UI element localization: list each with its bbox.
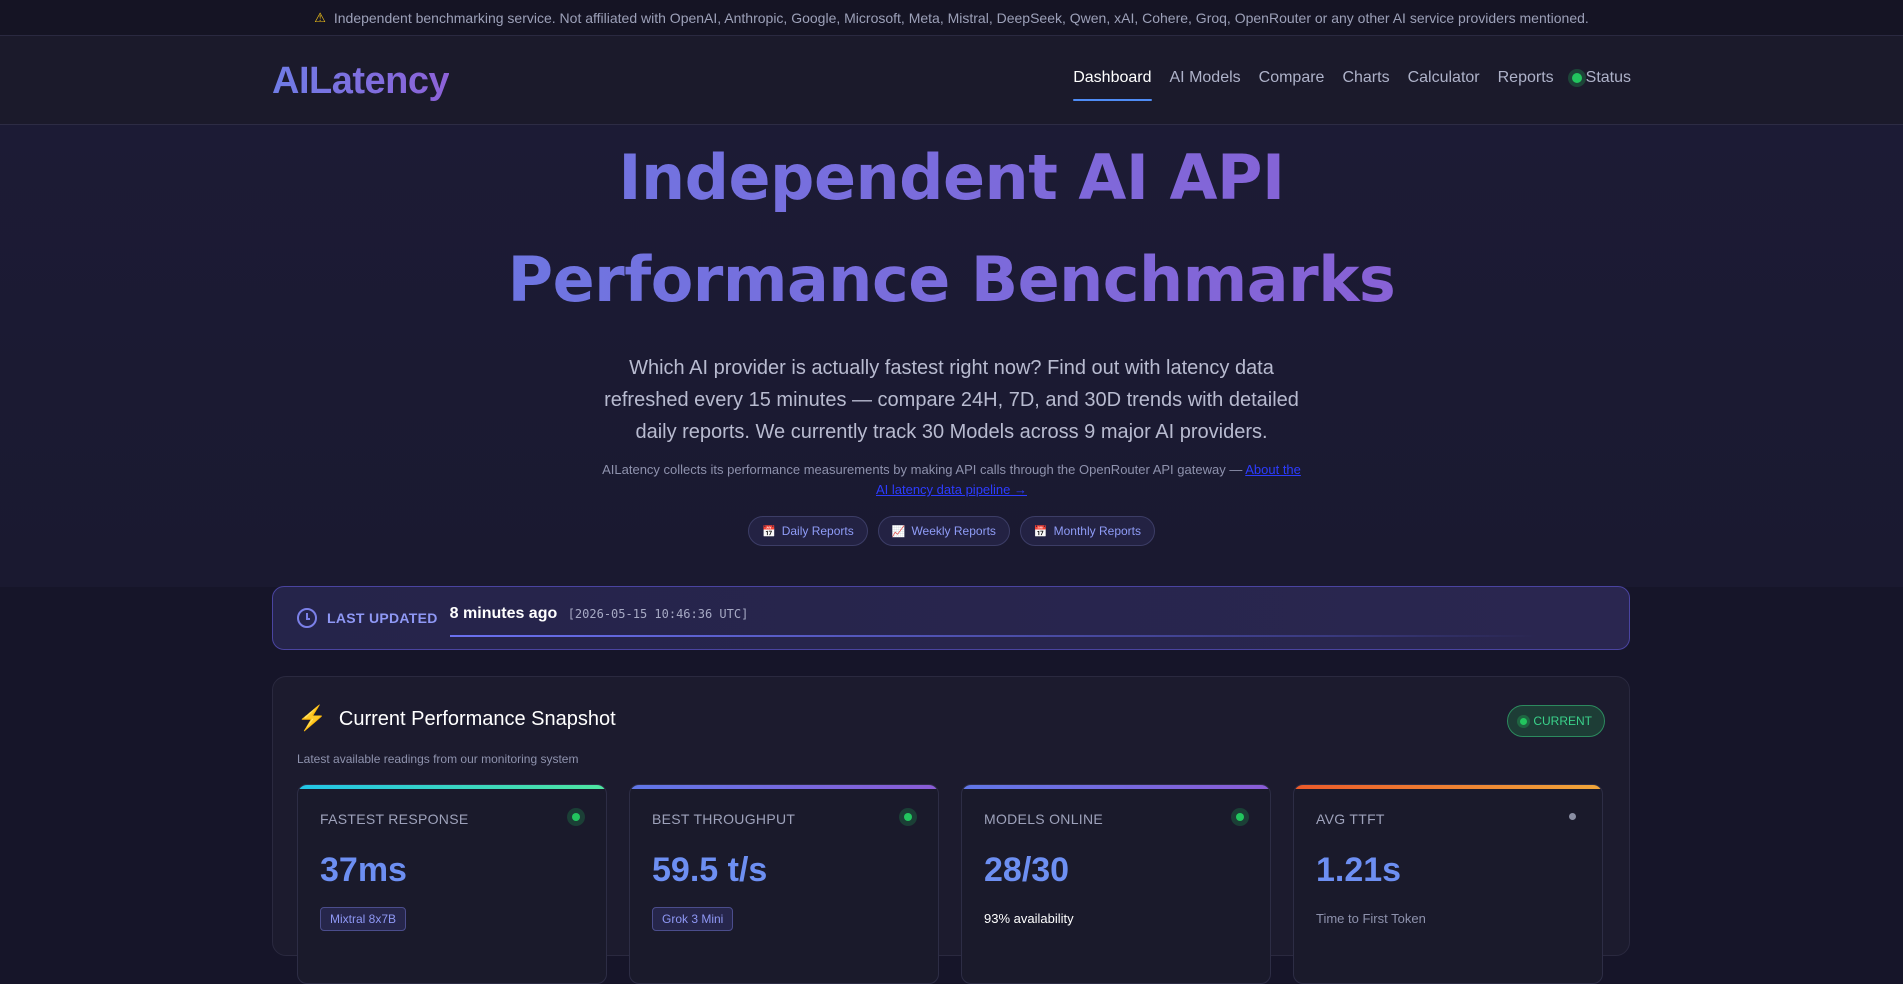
- nav-ai-models[interactable]: AI Models: [1169, 69, 1241, 86]
- status-dot-icon: [572, 813, 580, 821]
- calendar-icon: 📅: [762, 525, 776, 538]
- last-updated-ago: 8 minutes ago: [449, 605, 558, 622]
- warning-icon: ⚠: [314, 9, 326, 25]
- lightning-icon: ⚡: [297, 705, 327, 732]
- current-badge-label: CURRENT: [1533, 714, 1592, 728]
- nav-status-label: Status: [1585, 69, 1631, 86]
- snapshot-description: Latest available readings from our monit…: [297, 752, 579, 766]
- main-nav: Dashboard AI Models Compare Charts Calcu…: [1073, 69, 1631, 101]
- monthly-reports-label: Monthly Reports: [1053, 524, 1141, 538]
- clock-icon: [297, 608, 317, 628]
- daily-reports-label: Daily Reports: [781, 524, 854, 538]
- status-dot-icon: [1569, 813, 1576, 820]
- last-updated-label: LAST UPDATED: [327, 610, 438, 626]
- last-updated-value: 8 minutes ago [2026-05-15 10:46:36 UTC]: [449, 605, 1540, 637]
- ttft-note: Time to First Token: [1316, 911, 1426, 926]
- card-accent: [962, 785, 1270, 789]
- disclaimer-banner: ⚠ Independent benchmarking service. Not …: [0, 0, 1903, 36]
- model-chip[interactable]: Grok 3 Mini: [652, 907, 734, 931]
- disclaimer-text: Independent benchmarking service. Not af…: [333, 9, 1589, 26]
- nav-status[interactable]: Status: [1571, 69, 1631, 93]
- avg-ttft-card[interactable]: AVG TTFT 1.21s Time to First Token: [1293, 784, 1603, 984]
- performance-snapshot-panel: ⚡ Current Performance Snapshot Latest av…: [272, 676, 1630, 984]
- data-pipeline-link[interactable]: About the AI latency data pipeline →: [875, 462, 1301, 497]
- status-dot-icon: [1571, 73, 1582, 83]
- best-throughput-card[interactable]: BEST THROUGHPUT 59.5 t/s Grok 3 Mini: [629, 784, 939, 984]
- card-value: 1.21s: [1316, 851, 1402, 889]
- model-chip[interactable]: Mixtral 8x7B: [320, 907, 407, 931]
- card-accent: [298, 785, 606, 789]
- current-badge: CURRENT: [1507, 705, 1605, 737]
- weekly-reports-label: Weekly Reports: [911, 524, 996, 538]
- calendar-icon: 📅: [1033, 525, 1048, 538]
- card-label: MODELS ONLINE: [984, 811, 1104, 827]
- hero-title: Independent AI API Performance Benchmark…: [402, 125, 1502, 331]
- last-updated-bar: LAST UPDATED 8 minutes ago [2026-05-15 1…: [272, 586, 1630, 650]
- card-label: BEST THROUGHPUT: [652, 811, 796, 827]
- top-navbar: AILatency Dashboard AI Models Compare Ch…: [0, 36, 1903, 125]
- models-online-card[interactable]: MODELS ONLINE 28/30 93% availability: [961, 784, 1271, 984]
- report-pills: 📅 Daily Reports 📈 Weekly Reports 📅 Month…: [0, 516, 1903, 546]
- fastest-response-card[interactable]: FASTEST RESPONSE 37ms Mixtral 8x7B: [297, 784, 607, 984]
- live-dot-icon: [1520, 717, 1528, 725]
- hero-subtext: AILatency collects its performance measu…: [602, 460, 1302, 500]
- refresh-progress-line: [449, 635, 1540, 637]
- weekly-reports-button[interactable]: 📈 Weekly Reports: [877, 516, 1010, 546]
- status-dot-icon: [1236, 813, 1244, 821]
- hero-subtext-body: AILatency collects its performance measu…: [602, 462, 1243, 477]
- card-accent: [1294, 785, 1602, 789]
- nav-compare[interactable]: Compare: [1258, 69, 1325, 86]
- snapshot-title: Current Performance Snapshot: [338, 707, 616, 730]
- card-label: FASTEST RESPONSE: [320, 811, 469, 827]
- card-value: 28/30: [984, 851, 1070, 889]
- hero-lead: Which AI provider is actually fastest ri…: [604, 357, 1299, 443]
- card-accent: [630, 785, 938, 789]
- card-label: AVG TTFT: [1316, 811, 1385, 827]
- nav-dashboard[interactable]: Dashboard: [1073, 69, 1152, 101]
- nav-charts[interactable]: Charts: [1342, 69, 1390, 86]
- monthly-reports-button[interactable]: 📅 Monthly Reports: [1019, 516, 1155, 546]
- chart-icon: 📈: [891, 525, 906, 538]
- site-logo[interactable]: AILatency: [272, 60, 450, 102]
- card-value: 59.5 t/s: [652, 851, 768, 889]
- nav-reports[interactable]: Reports: [1497, 69, 1554, 86]
- last-updated-timestamp: [2026-05-15 10:46:36 UTC]: [567, 607, 749, 621]
- metric-cards: FASTEST RESPONSE 37ms Mixtral 8x7B BEST …: [297, 784, 1603, 984]
- daily-reports-button[interactable]: 📅 Daily Reports: [748, 516, 868, 546]
- card-value: 37ms: [320, 851, 407, 889]
- snapshot-header: ⚡ Current Performance Snapshot: [297, 707, 616, 731]
- nav-calculator[interactable]: Calculator: [1407, 69, 1480, 86]
- hero-section: Independent AI API Performance Benchmark…: [0, 125, 1903, 587]
- availability-note: 93% availability: [984, 911, 1074, 926]
- status-dot-icon: [904, 813, 912, 821]
